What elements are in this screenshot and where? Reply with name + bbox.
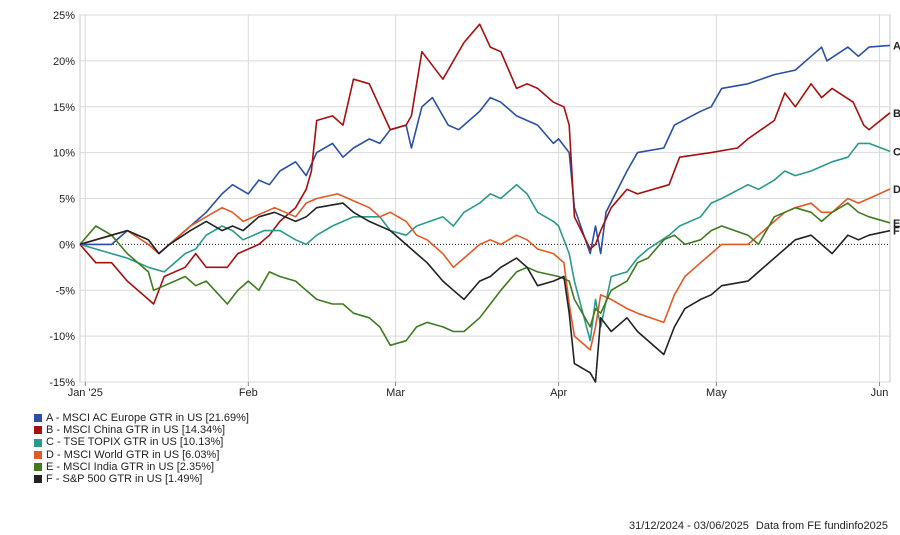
chart-legend: A - MSCI AC Europe GTR in US [21.69%] B -… bbox=[34, 412, 249, 485]
series-end-label-d: D bbox=[893, 184, 900, 196]
y-tick-label: 15% bbox=[53, 102, 75, 114]
y-tick-label: -15% bbox=[49, 377, 75, 389]
y-tick-label: 20% bbox=[53, 56, 75, 68]
series-end-label-c: C bbox=[893, 146, 900, 158]
y-tick-label: 0% bbox=[59, 239, 75, 251]
legend-entry-d: D - MSCI World GTR in US [6.03%] bbox=[34, 449, 249, 461]
y-tick-label: 10% bbox=[53, 148, 75, 160]
x-tick-label: Apr bbox=[550, 387, 567, 399]
y-tick-label: -10% bbox=[49, 331, 75, 343]
series-line-d bbox=[79, 188, 891, 351]
legend-swatch bbox=[34, 438, 42, 447]
chart-axes: -15% -10% -5% 0% 5% 10% 15% 20% 25% Jan '25 Feb Mar… bbox=[49, 10, 888, 399]
series-end-label-f: F bbox=[893, 226, 900, 238]
series-line-f bbox=[79, 202, 891, 383]
series-line-b bbox=[79, 23, 891, 305]
x-tick-label: Feb bbox=[239, 387, 258, 399]
series-end-label-e: E bbox=[893, 218, 900, 230]
legend-label: B - MSCI China GTR in US [14.34%] bbox=[46, 424, 226, 437]
x-tick-label: Jan '25 bbox=[68, 387, 103, 399]
legend-label: E - MSCI India GTR in US [2.35%] bbox=[46, 460, 215, 473]
legend-entry-c: C - TSE TOPIX GTR in US [10.13%] bbox=[34, 436, 249, 448]
y-tick-label: -5% bbox=[55, 285, 75, 297]
legend-swatch bbox=[34, 462, 42, 471]
series-line-e bbox=[79, 202, 891, 347]
legend-label: A - MSCI AC Europe GTR in US [21.69%] bbox=[46, 412, 249, 424]
legend-swatch bbox=[34, 426, 42, 435]
chart-footer: 31/12/2024 - 03/06/2025 Data from FE fun… bbox=[629, 520, 888, 532]
legend-label: D - MSCI World GTR in US [6.03%] bbox=[46, 448, 220, 461]
legend-swatch bbox=[34, 414, 42, 423]
legend-entry-e: E - MSCI India GTR in US [2.35%] bbox=[34, 461, 249, 473]
series-line-a bbox=[80, 44, 891, 255]
legend-entry-b: B - MSCI China GTR in US [14.34%] bbox=[34, 424, 249, 436]
x-tick-label: May bbox=[706, 387, 727, 399]
series-end-label-a: A bbox=[893, 40, 900, 52]
x-tick-label: Jun bbox=[871, 387, 889, 399]
series-end-labels: A B C D EF bbox=[893, 40, 900, 237]
y-tick-label: 5% bbox=[59, 194, 75, 206]
series-end-label-b: B bbox=[893, 108, 900, 120]
y-tick-label: 25% bbox=[53, 10, 75, 22]
legend-swatch bbox=[34, 475, 42, 484]
legend-label: F - S&P 500 GTR in US [1.49%] bbox=[46, 473, 203, 486]
chart-grid bbox=[79, 14, 891, 383]
footer-date-range: 31/12/2024 - 03/06/2025 bbox=[628, 520, 749, 532]
legend-entry-f: F - S&P 500 GTR in US [1.49%] bbox=[34, 473, 249, 485]
x-tick-label: Mar bbox=[386, 387, 405, 399]
footer-source: Data from FE fundinfo2025 bbox=[755, 520, 888, 532]
line-chart: -15% -10% -5% 0% 5% 10% 15% 20% 25% Jan '25 Feb Mar… bbox=[49, 10, 900, 399]
chart-series bbox=[79, 23, 891, 383]
legend-swatch bbox=[34, 450, 42, 459]
legend-label: C - TSE TOPIX GTR in US [10.13%] bbox=[46, 436, 224, 449]
legend-entry-a: A - MSCI AC Europe GTR in US [21.69%] bbox=[34, 412, 249, 424]
series-line-c bbox=[79, 142, 891, 342]
